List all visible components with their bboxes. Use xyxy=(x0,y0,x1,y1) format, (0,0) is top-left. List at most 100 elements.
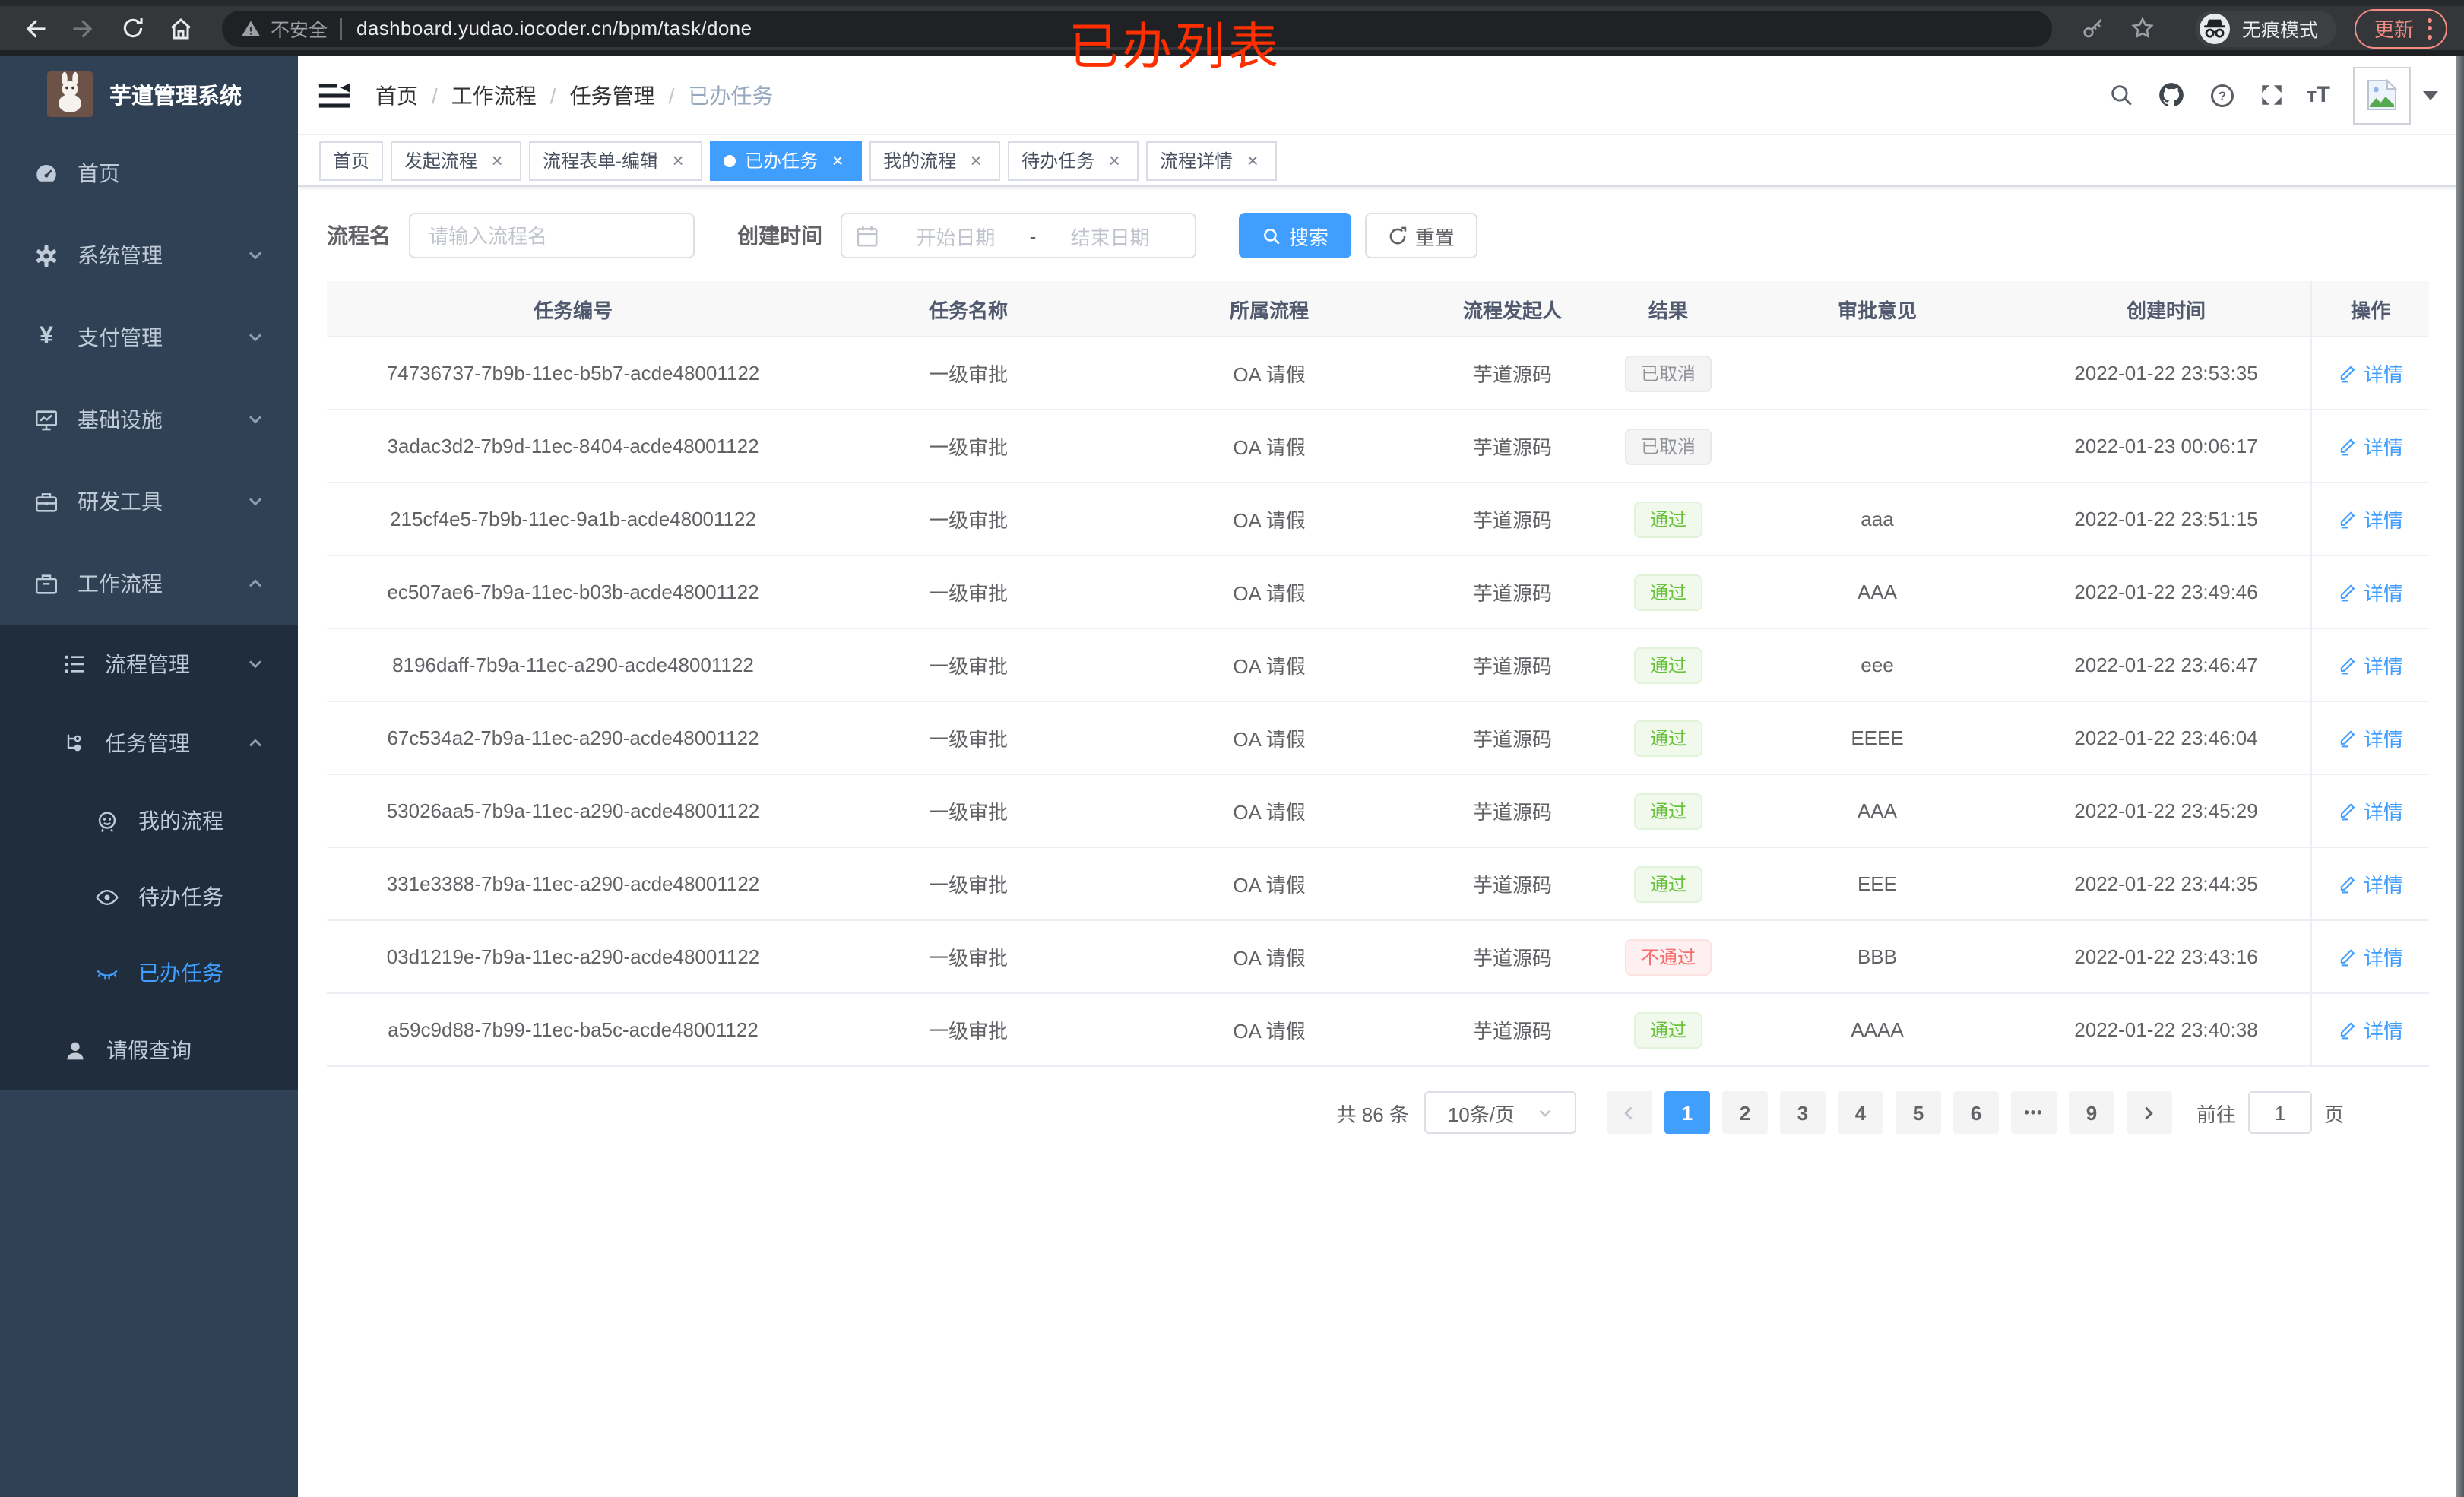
robot-icon xyxy=(94,808,120,834)
breadcrumb-workflow[interactable]: 工作流程 xyxy=(451,83,537,107)
breadcrumb-task-management[interactable]: 任务管理 xyxy=(569,83,655,107)
prev-page-button[interactable] xyxy=(1606,1091,1652,1134)
avatar[interactable] xyxy=(2353,66,2411,124)
sidebar-item-done-tasks[interactable]: 已办任务 xyxy=(0,935,298,1011)
back-icon[interactable] xyxy=(15,8,55,48)
incognito-label: 无痕模式 xyxy=(2242,20,2319,41)
detail-link[interactable]: 详情 xyxy=(2338,1015,2403,1044)
detail-link[interactable]: 详情 xyxy=(2338,578,2403,606)
close-icon[interactable]: × xyxy=(1108,148,1120,171)
tag-process-detail[interactable]: 流程详情 × xyxy=(1146,141,1278,180)
close-icon[interactable]: × xyxy=(672,148,684,171)
page-button-3[interactable]: 3 xyxy=(1779,1091,1826,1134)
detail-link[interactable]: 详情 xyxy=(2338,942,2403,971)
app-logo-row[interactable]: 芋道管理系统 xyxy=(0,56,298,132)
url-bar[interactable]: 不安全 dashboard.yudao.iocoder.cn/bpm/task/… xyxy=(222,10,2052,46)
sidebar-item-devtools[interactable]: 研发工具 xyxy=(0,460,298,543)
goto-page-input[interactable] xyxy=(2247,1091,2312,1134)
sidebar-item-workflow[interactable]: 工作流程 xyxy=(0,543,298,625)
github-icon[interactable] xyxy=(2156,81,2185,109)
home-icon[interactable] xyxy=(161,8,201,48)
forward-icon[interactable] xyxy=(64,8,103,48)
status-badge: 通过 xyxy=(1634,1011,1702,1048)
reset-button[interactable]: 重置 xyxy=(1365,213,1478,258)
sidebar-item-process-management[interactable]: 流程管理 xyxy=(0,625,298,704)
reload-icon[interactable] xyxy=(112,8,152,48)
breadcrumb-home[interactable]: 首页 xyxy=(375,83,418,107)
app-logo xyxy=(47,71,93,117)
browser-chrome: 不安全 dashboard.yudao.iocoder.cn/bpm/task/… xyxy=(0,0,2464,56)
page-button-6[interactable]: 6 xyxy=(1953,1091,1999,1134)
process-name-input[interactable] xyxy=(409,213,695,258)
sidebar-item-my-process[interactable]: 我的流程 xyxy=(0,783,298,859)
tag-home[interactable]: 首页 xyxy=(319,141,384,180)
detail-link[interactable]: 详情 xyxy=(2338,432,2403,460)
bookmark-star-icon[interactable] xyxy=(2122,8,2162,48)
page-button-1[interactable]: 1 xyxy=(1664,1091,1710,1134)
search-button[interactable]: 搜索 xyxy=(1239,213,1352,258)
sidebar-item-task-management[interactable]: 任务管理 xyxy=(0,704,298,783)
sidebar-item-system[interactable]: 系统管理 xyxy=(0,214,298,296)
page-button-2[interactable]: 2 xyxy=(1721,1091,1768,1134)
detail-link[interactable]: 详情 xyxy=(2338,505,2403,533)
page-button-4[interactable]: 4 xyxy=(1837,1091,1883,1134)
security-label[interactable]: 不安全 xyxy=(271,20,328,41)
search-icon[interactable] xyxy=(2108,82,2133,108)
next-page-button[interactable] xyxy=(2126,1091,2172,1134)
tag-my-process[interactable]: 我的流程 × xyxy=(869,141,1001,180)
sidebar-item-leave-query[interactable]: 请假查询 xyxy=(0,1011,298,1090)
status-badge: 通过 xyxy=(1634,720,1702,756)
pagination-goto: 前往 页 xyxy=(2196,1091,2344,1134)
update-label[interactable]: 更新 xyxy=(2374,18,2415,41)
col-comment: 审批意见 xyxy=(1837,299,1917,321)
tag-start-process[interactable]: 发起流程 × xyxy=(391,141,522,180)
briefcase-icon xyxy=(33,571,59,597)
detail-link[interactable]: 详情 xyxy=(2338,359,2403,388)
chevron-up-icon xyxy=(246,574,264,593)
close-icon[interactable]: × xyxy=(1246,148,1259,171)
sidebar-item-payment[interactable]: ¥ 支付管理 xyxy=(0,296,298,378)
page-size-select[interactable]: 10条/页 xyxy=(1424,1091,1576,1134)
start-date-input[interactable]: 开始日期 xyxy=(916,226,996,248)
detail-link[interactable]: 详情 xyxy=(2338,650,2403,679)
detail-link[interactable]: 详情 xyxy=(2338,869,2403,898)
status-badge: 已取消 xyxy=(1625,428,1711,464)
sidebar-item-infrastructure[interactable]: 基础设施 xyxy=(0,378,298,460)
caret-down-icon[interactable] xyxy=(2423,90,2438,100)
help-icon[interactable]: ? xyxy=(2208,81,2235,109)
detail-link[interactable]: 详情 xyxy=(2338,796,2403,825)
col-starter: 流程发起人 xyxy=(1462,299,1562,321)
sidebar-item-todo-tasks[interactable]: 待办任务 xyxy=(0,859,298,935)
end-date-input[interactable]: 结束日期 xyxy=(1070,226,1150,248)
date-range-picker[interactable]: 开始日期 - 结束日期 xyxy=(841,213,1196,258)
create-time-label: 创建时间 xyxy=(737,223,822,248)
table-row: 215cf4e5-7b9b-11ec-9a1b-acde48001122 一级审… xyxy=(327,483,2429,556)
fullscreen-icon[interactable] xyxy=(2258,82,2284,108)
password-key-icon[interactable] xyxy=(2073,8,2113,48)
detail-link[interactable]: 详情 xyxy=(2338,723,2403,752)
chevron-up-icon xyxy=(246,734,264,752)
close-icon[interactable]: × xyxy=(831,148,844,171)
page-button-5[interactable]: 5 xyxy=(1895,1091,1941,1134)
close-icon[interactable]: × xyxy=(970,148,982,171)
sidebar-collapse-icon[interactable] xyxy=(318,78,351,112)
status-badge: 通过 xyxy=(1634,647,1702,683)
sidebar-item-home[interactable]: 首页 xyxy=(0,132,298,214)
calendar-icon xyxy=(856,224,879,247)
process-name-label: 流程名 xyxy=(327,223,391,248)
browser-menu-icon[interactable] xyxy=(2428,17,2433,39)
table-row: 331e3388-7b9a-11ec-a290-acde48001122 一级审… xyxy=(327,848,2429,921)
tag-done-tasks[interactable]: 已办任务 × xyxy=(710,141,863,180)
status-badge: 已取消 xyxy=(1625,355,1711,391)
page-button-9[interactable]: 9 xyxy=(2068,1091,2114,1134)
url-text[interactable]: dashboard.yudao.iocoder.cn/bpm/task/done xyxy=(356,17,752,40)
more-pages-icon[interactable]: ••• xyxy=(2010,1091,2057,1134)
user-menu[interactable] xyxy=(2353,66,2438,124)
tag-form-edit[interactable]: 流程表单-编辑 × xyxy=(529,141,703,180)
tag-todo-tasks[interactable]: 待办任务 × xyxy=(1008,141,1139,180)
close-icon[interactable]: × xyxy=(491,148,503,171)
browser-update-button[interactable]: 更新 xyxy=(2355,8,2448,48)
chevron-down-icon xyxy=(246,492,264,511)
